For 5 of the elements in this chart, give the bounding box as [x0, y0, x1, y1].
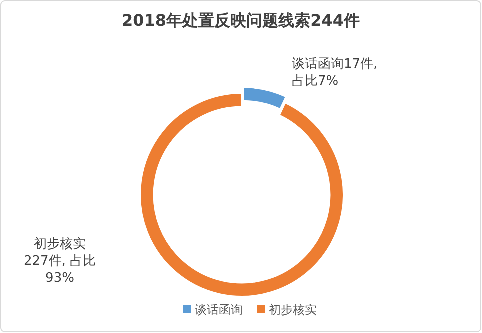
legend-label: 谈话函询	[195, 303, 243, 317]
data-label: 初步核实 227件, 占比 93%	[22, 236, 98, 287]
data-label: 谈话函询17件, 占比7%	[292, 56, 379, 90]
legend-label: 初步核实	[269, 303, 317, 317]
chart-title: 2018年处置反映问题线索244件	[122, 11, 360, 30]
